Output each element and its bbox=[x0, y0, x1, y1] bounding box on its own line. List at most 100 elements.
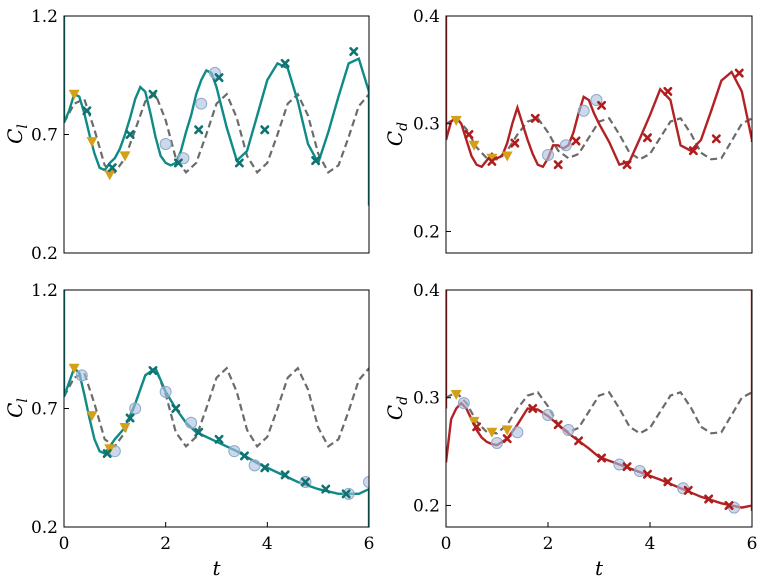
triangle-marker bbox=[468, 140, 480, 151]
circle-marker bbox=[342, 487, 355, 500]
x-tick-label: 4 bbox=[645, 534, 656, 554]
circle-marker bbox=[542, 408, 554, 421]
circle-marker bbox=[228, 445, 241, 458]
x-marker bbox=[341, 489, 351, 499]
plot-area bbox=[64, 16, 369, 206]
prediction-line bbox=[446, 70, 752, 169]
x-marker bbox=[663, 477, 673, 487]
y-tick-label: 0.4 bbox=[413, 281, 440, 301]
circle-marker bbox=[75, 369, 88, 382]
x-marker bbox=[663, 86, 673, 96]
triangle-marker bbox=[486, 153, 498, 164]
plot-area bbox=[64, 290, 369, 527]
x-marker bbox=[280, 470, 290, 480]
x-marker bbox=[311, 156, 321, 166]
circle-marker bbox=[129, 402, 142, 415]
triangle-marker bbox=[501, 425, 513, 436]
x-marker bbox=[642, 469, 652, 479]
circle-marker bbox=[159, 137, 172, 150]
panel-top-right: 0.2 0.3 0.4 Cd bbox=[383, 7, 753, 254]
x-marker bbox=[148, 89, 158, 99]
x-marker bbox=[642, 133, 652, 143]
x-axis-label: t bbox=[212, 556, 221, 580]
x-marker bbox=[102, 449, 112, 459]
x-marker bbox=[711, 134, 721, 144]
triangle-marker bbox=[486, 427, 498, 438]
triangle-marker bbox=[86, 411, 98, 422]
axes-frame bbox=[445, 15, 753, 254]
x-marker bbox=[553, 160, 563, 170]
x-marker bbox=[214, 73, 224, 83]
x-marker bbox=[704, 494, 714, 504]
x-marker bbox=[688, 146, 698, 156]
y-axis-label: Cd bbox=[383, 396, 411, 420]
x-marker bbox=[148, 366, 158, 376]
x-marker bbox=[260, 125, 270, 135]
plot-area bbox=[446, 16, 752, 170]
x-marker bbox=[321, 484, 331, 494]
y-tick-label: 0.4 bbox=[413, 7, 440, 27]
x-tick-label: 0 bbox=[441, 534, 452, 554]
x-tick-label: 4 bbox=[262, 534, 273, 554]
circle-marker bbox=[562, 424, 575, 437]
x-marker bbox=[528, 404, 538, 413]
x-marker bbox=[571, 136, 581, 146]
x-marker bbox=[194, 427, 204, 437]
x-tick-label: 6 bbox=[364, 534, 375, 554]
x-tick-label: 2 bbox=[543, 534, 554, 554]
triangle-marker bbox=[68, 89, 80, 100]
x-axis-label: t bbox=[595, 556, 604, 580]
x-marker bbox=[597, 453, 607, 463]
reference-line bbox=[64, 92, 369, 175]
panel-bottom-right: 0.2 0.3 0.4 0 2 4 6 Cd t bbox=[383, 281, 757, 580]
x-marker bbox=[724, 500, 734, 510]
x-marker bbox=[622, 462, 632, 472]
x-tick-label: 2 bbox=[160, 534, 171, 554]
triangle-marker bbox=[119, 422, 131, 433]
y-axis-label: Cl bbox=[3, 398, 31, 418]
x-marker bbox=[194, 125, 204, 135]
circle-marker bbox=[248, 459, 261, 472]
y-tick-label: 0.7 bbox=[31, 400, 58, 420]
circle-marker bbox=[363, 475, 369, 488]
panel-bottom-left: 0.2 0.7 1.2 0 2 4 6 Cl t bbox=[3, 281, 375, 580]
axes-frame bbox=[445, 289, 753, 528]
plot-area bbox=[446, 290, 752, 514]
x-marker bbox=[300, 477, 310, 487]
x-marker bbox=[349, 47, 359, 57]
circle-marker bbox=[511, 426, 524, 439]
y-axis-label: Cl bbox=[3, 124, 31, 144]
y-tick-label: 0.7 bbox=[31, 126, 58, 146]
circle-marker bbox=[559, 139, 572, 152]
x-marker bbox=[574, 436, 584, 446]
x-marker bbox=[171, 404, 181, 413]
y-tick-label: 0.2 bbox=[31, 244, 58, 264]
circle-marker bbox=[542, 148, 554, 161]
x-marker bbox=[597, 100, 607, 110]
x-marker bbox=[683, 485, 693, 495]
circle-marker bbox=[577, 104, 590, 117]
triangle-marker bbox=[501, 151, 513, 162]
x-marker bbox=[280, 58, 290, 68]
circle-marker bbox=[491, 436, 503, 449]
reference-line bbox=[446, 390, 752, 435]
x-marker bbox=[734, 68, 744, 78]
reference-line bbox=[64, 366, 369, 449]
x-marker bbox=[260, 463, 270, 473]
x-tick-label: 6 bbox=[747, 534, 758, 554]
y-tick-label: 0.3 bbox=[413, 115, 440, 135]
axes-frame bbox=[63, 15, 370, 254]
x-marker bbox=[502, 434, 512, 444]
prediction-line bbox=[64, 366, 369, 495]
y-axis-label: Cd bbox=[383, 122, 411, 146]
y-tick-label: 1.2 bbox=[31, 7, 58, 27]
x-tick-label: 0 bbox=[59, 534, 70, 554]
y-tick-label: 0.3 bbox=[413, 389, 440, 409]
x-marker bbox=[107, 163, 117, 173]
x-marker bbox=[234, 158, 244, 168]
x-marker bbox=[173, 158, 183, 168]
x-marker bbox=[553, 420, 563, 430]
x-marker bbox=[487, 156, 497, 166]
x-marker bbox=[472, 422, 482, 432]
